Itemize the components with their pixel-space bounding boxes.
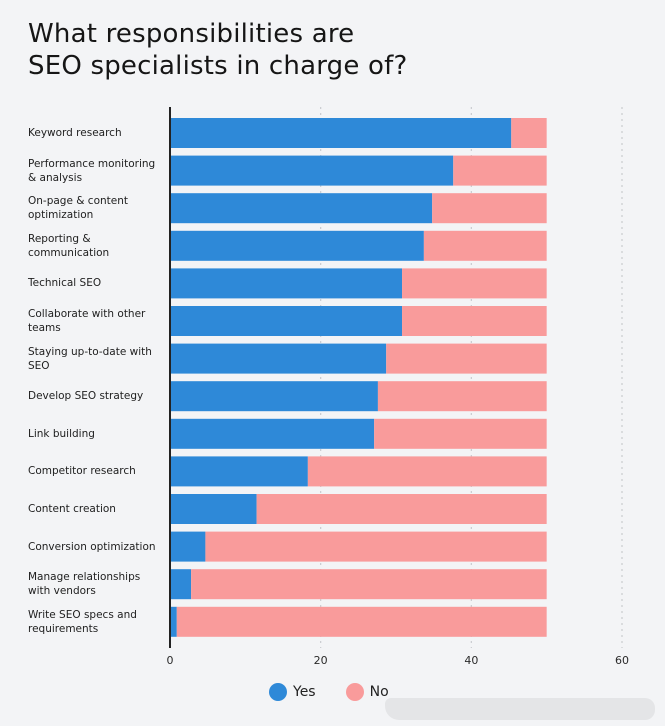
bar-yes-13: [170, 606, 177, 637]
category-label-line: requirements: [28, 622, 99, 635]
bar-no-2: [432, 193, 547, 224]
bar-no-0: [511, 118, 547, 148]
category-label: Develop SEO strategy: [28, 381, 163, 411]
x-tick-label-60: 60: [615, 654, 629, 667]
category-label-line: with vendors: [28, 585, 96, 598]
bar-yes-5: [170, 306, 403, 336]
bar-yes-4: [170, 268, 403, 299]
bar-no-9: [307, 456, 547, 487]
category-label: Performance monitoring & analysis: [28, 156, 163, 186]
category-label-line: Link building: [28, 427, 95, 440]
legend: Yes No: [269, 683, 419, 701]
category-label: Manage relationships with vendors: [28, 569, 163, 599]
bar-yes-1: [170, 155, 454, 186]
bar-yes-9: [170, 456, 308, 487]
bar-no-3: [423, 230, 547, 261]
legend-label-no: No: [369, 684, 389, 700]
legend-item-yes[interactable]: Yes: [269, 683, 316, 701]
category-label-line: Staying up-to-date with: [28, 345, 152, 358]
chart-title-line-2: SEO specialists in charge of?: [28, 51, 408, 81]
bar-no-4: [402, 268, 547, 299]
bar-no-7: [377, 381, 547, 412]
category-label-line: SEO: [28, 359, 50, 372]
category-label: Technical SEO: [28, 268, 163, 298]
bar-no-5: [402, 306, 547, 336]
bar-yes-2: [170, 193, 433, 224]
category-label-line: Keyword research: [28, 127, 122, 139]
bars: [170, 118, 547, 637]
category-label-line: Write SEO specs and: [28, 608, 137, 621]
category-label: Collaborate with other teams: [28, 306, 163, 336]
x-tick-label-0: 0: [166, 654, 174, 667]
category-label-line: Content creation: [28, 503, 116, 515]
legend-label-yes: Yes: [293, 684, 316, 700]
bar-yes-3: [170, 230, 424, 261]
bar-no-1: [453, 155, 547, 186]
category-label-line: optimization: [28, 209, 94, 222]
bar-no-8: [374, 418, 547, 449]
category-label: Link building: [28, 419, 163, 449]
category-label-line: Reporting &: [28, 232, 91, 245]
category-label-line: communication: [28, 246, 110, 259]
category-label-line: Manage relationships: [28, 571, 141, 584]
category-label: Staying up-to-date with SEO: [28, 344, 163, 374]
bar-yes-0: [170, 118, 512, 148]
bar-yes-6: [170, 343, 387, 374]
category-label-line: & analysis: [28, 171, 83, 184]
category-label-line: teams: [28, 322, 61, 334]
bar-no-13: [176, 606, 547, 637]
category-label-line: Conversion optimization: [28, 540, 156, 553]
blurred-overlay: [385, 698, 655, 720]
legend-swatch-yes-icon: [269, 683, 287, 701]
gridlines: [320, 107, 623, 648]
category-label: Conversion optimization: [28, 532, 163, 562]
bar-no-12: [191, 569, 547, 600]
bar-no-10: [256, 494, 547, 524]
category-label: Keyword research: [28, 118, 163, 148]
bar-yes-8: [170, 418, 375, 449]
bar-yes-12: [170, 569, 192, 600]
bar-yes-11: [170, 531, 206, 562]
chart-title-line-1: What responsibilities are: [28, 19, 355, 49]
legend-item-no[interactable]: No: [345, 683, 389, 701]
category-label-line: Develop SEO strategy: [28, 390, 144, 403]
category-label-line: On-page & content: [28, 195, 128, 208]
chart-title: What responsibilities are SEO specialist…: [28, 18, 448, 82]
bar-yes-7: [170, 381, 378, 412]
category-label-line: Competitor research: [28, 465, 136, 478]
x-tick-label-20: 20: [313, 654, 328, 667]
bar-no-11: [205, 531, 547, 562]
category-label-line: Technical SEO: [28, 277, 102, 290]
category-label: Reporting & communication: [28, 231, 163, 261]
category-label: Write SEO specs and requirements: [28, 607, 163, 637]
category-label: Content creation: [28, 494, 163, 524]
category-label: Competitor research: [28, 456, 163, 486]
x-tick-label-40: 40: [464, 654, 479, 667]
category-label-line: Performance monitoring: [28, 157, 156, 170]
category-label: On-page & content optimization: [28, 193, 163, 223]
bar-no-6: [386, 343, 547, 374]
legend-swatch-no-icon: [345, 683, 364, 701]
category-label-line: Collaborate with other: [28, 308, 146, 320]
bar-yes-10: [170, 494, 257, 524]
